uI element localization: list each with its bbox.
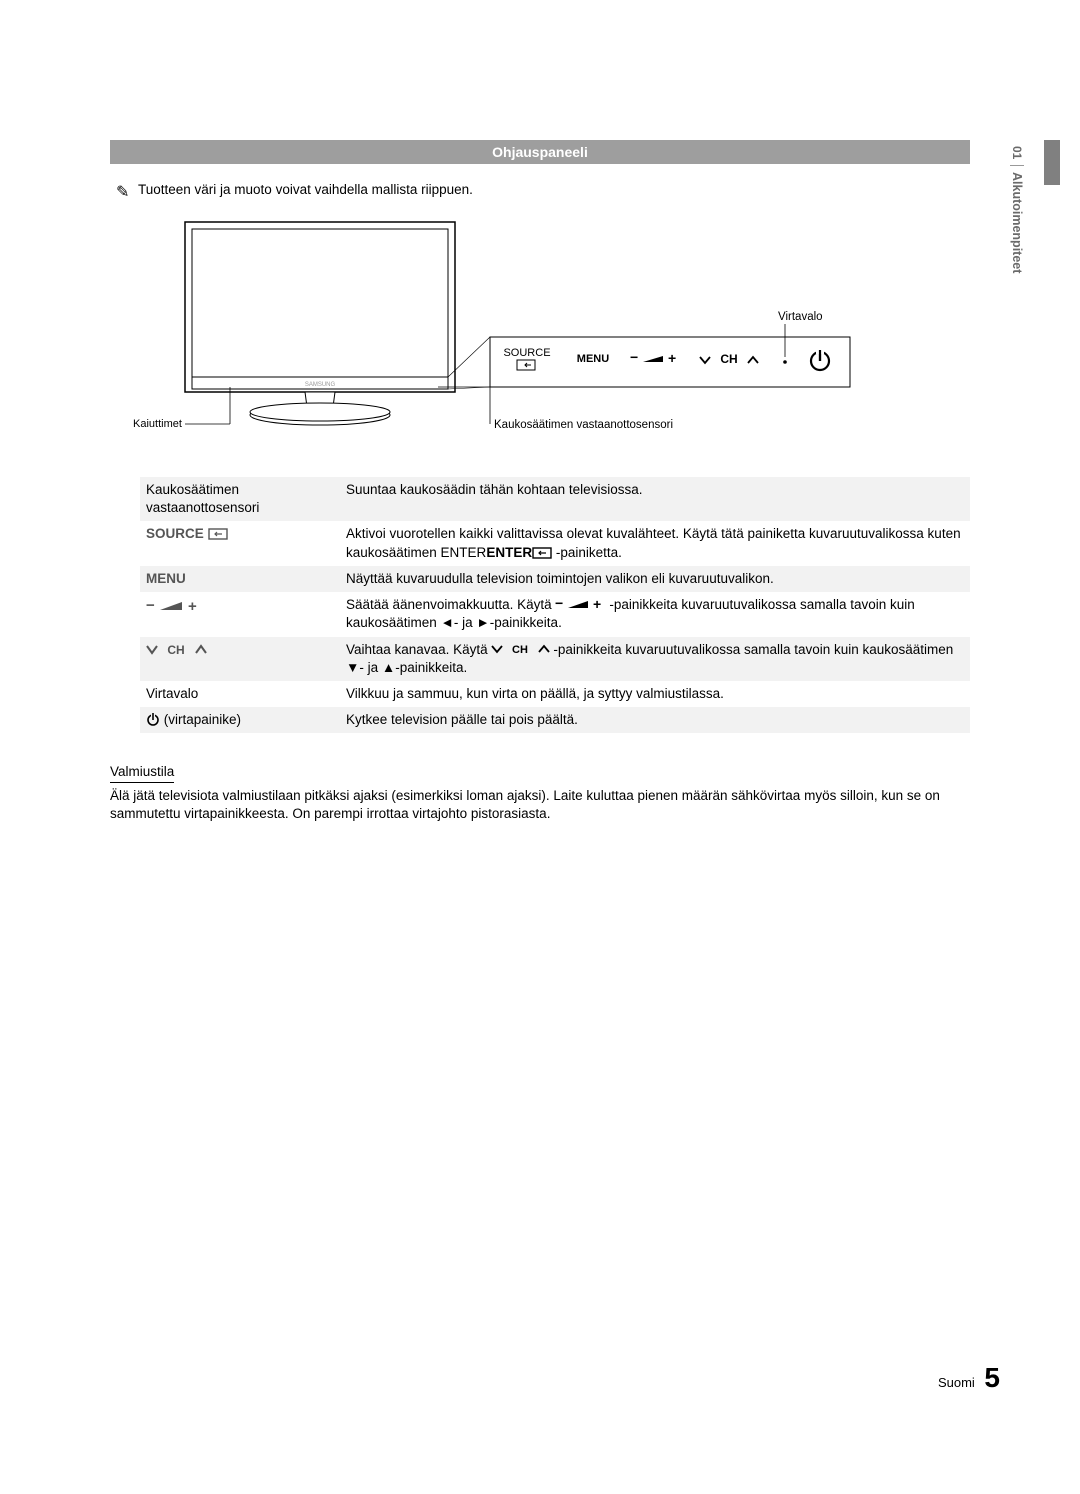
svg-text:CH: CH xyxy=(512,644,528,656)
svg-text:Kaiuttimet: Kaiuttimet xyxy=(133,418,182,430)
svg-text:Kaukosäätimen vastaanottosenso: Kaukosäätimen vastaanottosensori xyxy=(494,419,673,431)
row-desc: Vilkkuu ja sammuu, kun virta on päällä, … xyxy=(346,685,964,703)
enter-icon xyxy=(208,528,228,540)
channel-icon: CH xyxy=(146,643,210,657)
row-desc: Aktivoi vuorotellen kaikki valittavissa … xyxy=(346,525,964,561)
row-desc: Näyttää kuvaruudulla television toiminto… xyxy=(346,570,964,588)
row-desc: Vaihtaa kanavaa. Käytä CH-painikkeita ku… xyxy=(346,641,964,677)
table-row: − + Säätää äänenvoimakkuutta. Käytä −+-p… xyxy=(140,592,970,636)
row-label: Kaukosäätimen vastaanottosensori xyxy=(146,481,346,517)
channel-icon: CH xyxy=(491,643,553,656)
row-desc: Kytkee television päälle tai pois päältä… xyxy=(346,711,964,729)
svg-text:−: − xyxy=(555,598,563,611)
svg-text:CH: CH xyxy=(720,352,737,366)
table-row: SOURCE Aktivoi vuorotellen kaikki valitt… xyxy=(140,521,970,565)
row-label: CH xyxy=(146,641,346,659)
page-footer: Suomi 5 xyxy=(938,1362,1000,1394)
enter-icon xyxy=(532,547,552,559)
volume-icon: −+ xyxy=(555,598,609,611)
page-content: Ohjauspaneeli ✎ Tuotteen väri ja muoto v… xyxy=(110,140,970,823)
side-tab: 01 Alkutoimenpiteet xyxy=(1010,140,1040,280)
table-row: CH Vaihtaa kanavaa. Käytä CH-painikkeita… xyxy=(140,637,970,681)
table-row: (virtapainike) Kytkee television päälle … xyxy=(140,707,970,733)
row-label: SOURCE xyxy=(146,525,346,543)
svg-text:MENU: MENU xyxy=(577,353,609,365)
table-row: MENU Näyttää kuvaruudulla television toi… xyxy=(140,566,970,592)
power-icon xyxy=(146,712,160,726)
table-row: Kaukosäätimen vastaanottosensori Suuntaa… xyxy=(140,477,970,521)
svg-text:SOURCE: SOURCE xyxy=(503,347,550,359)
section-header-title: Ohjauspaneeli xyxy=(492,144,588,160)
standby-title: Valmiustila xyxy=(110,763,174,782)
row-label: (virtapainike) xyxy=(146,711,346,729)
control-table: Kaukosäätimen vastaanottosensori Suuntaa… xyxy=(140,477,970,733)
side-dark-tab xyxy=(1044,140,1060,185)
row-desc: Säätää äänenvoimakkuutta. Käytä −+-paini… xyxy=(346,596,964,632)
row-label: MENU xyxy=(146,570,346,588)
note-line: ✎ Tuotteen väri ja muoto voivat vaihdell… xyxy=(138,182,970,197)
svg-text:−: − xyxy=(146,599,155,613)
standby-section: Valmiustila Älä jätä televisiota valmius… xyxy=(110,763,970,823)
svg-text:−: − xyxy=(630,349,638,365)
volume-icon: − + xyxy=(146,599,204,613)
footer-lang: Suomi xyxy=(938,1375,975,1390)
svg-text:+: + xyxy=(593,598,601,611)
svg-text:CH: CH xyxy=(167,643,184,657)
svg-text:Virtavalo: Virtavalo xyxy=(778,311,823,323)
row-label: Virtavalo xyxy=(146,685,346,703)
tv-diagram: SAMSUNG Kaiuttimet SOURCE MENU xyxy=(110,217,970,437)
section-label: Alkutoimenpiteet xyxy=(1010,166,1024,279)
table-row: Virtavalo Vilkkuu ja sammuu, kun virta o… xyxy=(140,681,970,707)
standby-body: Älä jätä televisiota valmiustilaan pitkä… xyxy=(110,787,970,823)
svg-text:+: + xyxy=(188,599,197,613)
row-label: − + xyxy=(146,596,346,614)
note-text: Tuotteen väri ja muoto voivat vaihdella … xyxy=(138,182,473,197)
note-icon: ✎ xyxy=(116,182,129,202)
section-header: Ohjauspaneeli xyxy=(110,140,970,164)
row-desc: Suuntaa kaukosäädin tähän kohtaan televi… xyxy=(346,481,964,499)
svg-text:SAMSUNG: SAMSUNG xyxy=(305,382,336,388)
footer-page: 5 xyxy=(984,1362,1000,1393)
section-number: 01 xyxy=(1010,140,1024,166)
svg-text:+: + xyxy=(668,350,676,366)
